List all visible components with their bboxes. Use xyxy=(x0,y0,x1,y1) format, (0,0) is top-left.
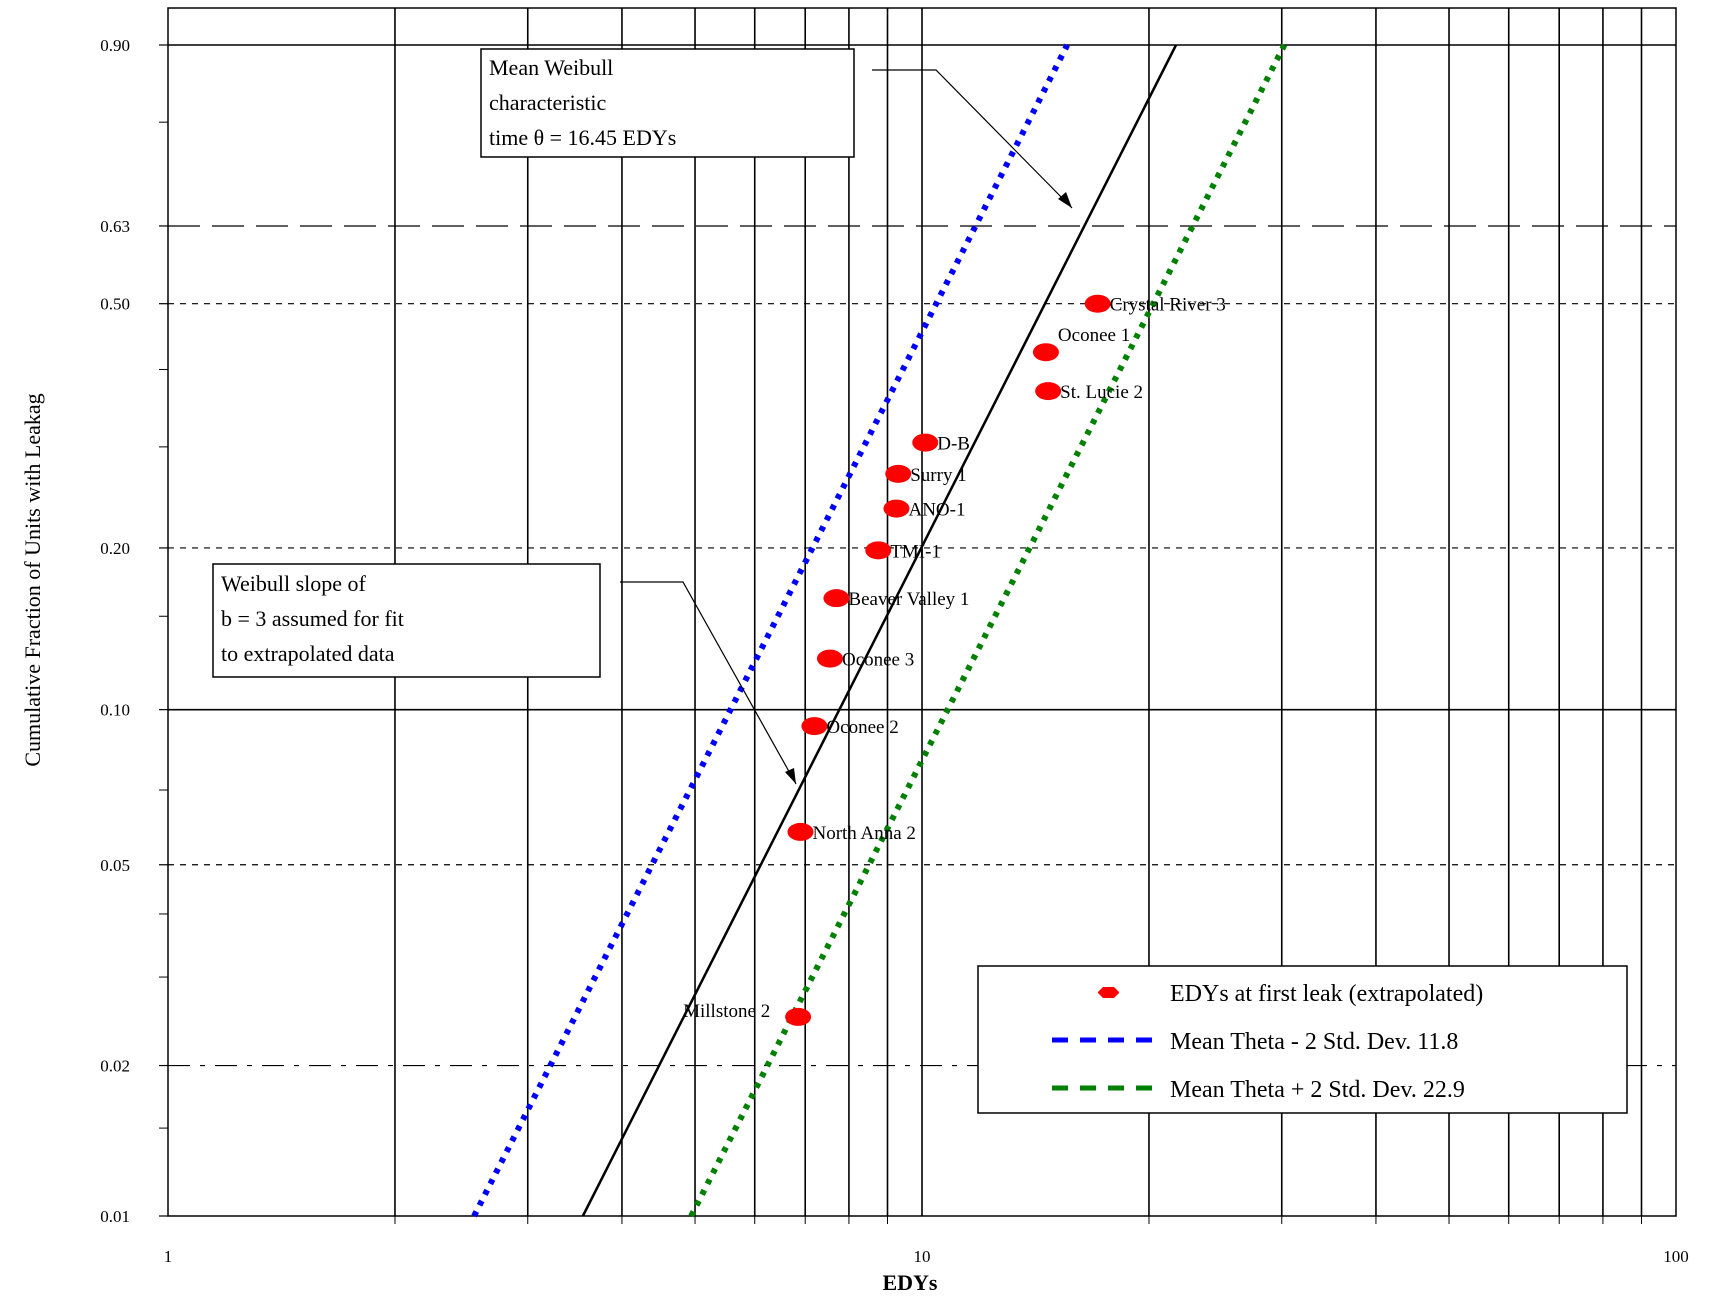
legend-item-plus: Mean Theta + 2 Std. Dev. 22.9 xyxy=(1052,1077,1465,1103)
slope-annotation: Weibull slope of b = 3 assumed for fit t… xyxy=(212,563,797,785)
legend-point-marker xyxy=(1098,987,1119,998)
data-point xyxy=(912,433,939,452)
data-point-label: D-B xyxy=(937,434,970,455)
mean-theta-line-1: Mean Weibull xyxy=(489,55,613,80)
data-point-label: Millstone 2 xyxy=(683,1001,770,1022)
y-tick-label: 0.02 xyxy=(100,1057,130,1076)
slope-line-3: to extrapolated data xyxy=(221,641,395,666)
y-tick-label: 0.20 xyxy=(100,539,130,558)
fit-line-minus-2sd xyxy=(471,43,1070,1218)
data-point xyxy=(816,649,843,668)
data-point xyxy=(1084,294,1111,313)
data-point xyxy=(883,499,910,518)
data-point xyxy=(1035,382,1062,401)
legend: EDYs at first leak (extrapolated) Mean T… xyxy=(977,965,1628,1114)
data-point-label: Beaver Valley 1 xyxy=(848,589,969,610)
y-tick-label: 0.63 xyxy=(100,217,130,236)
y-tick-label: 0.10 xyxy=(100,701,130,720)
slope-line-1: Weibull slope of xyxy=(221,571,367,596)
legend-label-points: EDYs at first leak (extrapolated) xyxy=(1170,981,1483,1007)
x-axis-title: EDYs xyxy=(882,1270,937,1295)
y-axis-title: Cumulative Fraction of Units with Leakag xyxy=(20,393,45,766)
y-tick-label: 0.05 xyxy=(100,856,130,875)
y-tick-label: 0.01 xyxy=(100,1207,130,1226)
data-point-label: Oconee 3 xyxy=(842,650,914,671)
data-point-label: TMI-1 xyxy=(890,541,941,562)
y-tick-label: 0.50 xyxy=(100,295,130,314)
data-point-label: North Anna 2 xyxy=(812,823,915,844)
data-point-label: Surry 1 xyxy=(910,465,966,486)
data-point xyxy=(787,822,814,841)
data-point-label: St. Lucie 2 xyxy=(1060,382,1143,403)
data-point xyxy=(801,717,828,736)
legend-label-plus: Mean Theta + 2 Std. Dev. 22.9 xyxy=(1170,1077,1465,1103)
legend-label-minus: Mean Theta - 2 Std. Dev. 11.8 xyxy=(1170,1029,1458,1055)
legend-item-minus: Mean Theta - 2 Std. Dev. 11.8 xyxy=(1052,1029,1458,1055)
data-point-label: Oconee 1 xyxy=(1058,325,1130,346)
slope-line-2: b = 3 assumed for fit xyxy=(221,606,404,631)
data-point-label: Crystal River 3 xyxy=(1110,295,1226,316)
x-tick-label: 100 xyxy=(1663,1247,1689,1266)
data-point xyxy=(1032,343,1059,362)
data-point-label: Oconee 2 xyxy=(826,717,898,738)
legend-item-points: EDYs at first leak (extrapolated) xyxy=(1098,981,1483,1007)
axis-ticks: 1 10 100 0.01 0.02 0.05 0.10 0.20 0.50 0.63 0.90 xyxy=(100,36,1689,1266)
data-point xyxy=(865,541,892,560)
data-point xyxy=(885,464,912,483)
mean-theta-line-3: time θ = 16.45 EDYs xyxy=(489,125,676,150)
y-tick-label: 0.90 xyxy=(100,36,130,55)
x-tick-label: 10 xyxy=(914,1247,931,1266)
mean-theta-annotation: Mean Weibull characteristic time θ = 16.… xyxy=(480,48,1073,209)
mean-theta-line-2: characteristic xyxy=(489,90,606,115)
x-tick-label: 1 xyxy=(164,1247,173,1266)
fit-line-mean xyxy=(581,44,1178,1217)
data-points: Millstone 2 North Anna 2 Oconee 2 Oconee 3 B… xyxy=(683,294,1226,1026)
data-point xyxy=(823,589,850,608)
data-point-label: ANO-1 xyxy=(908,500,965,521)
data-point xyxy=(785,1007,812,1026)
